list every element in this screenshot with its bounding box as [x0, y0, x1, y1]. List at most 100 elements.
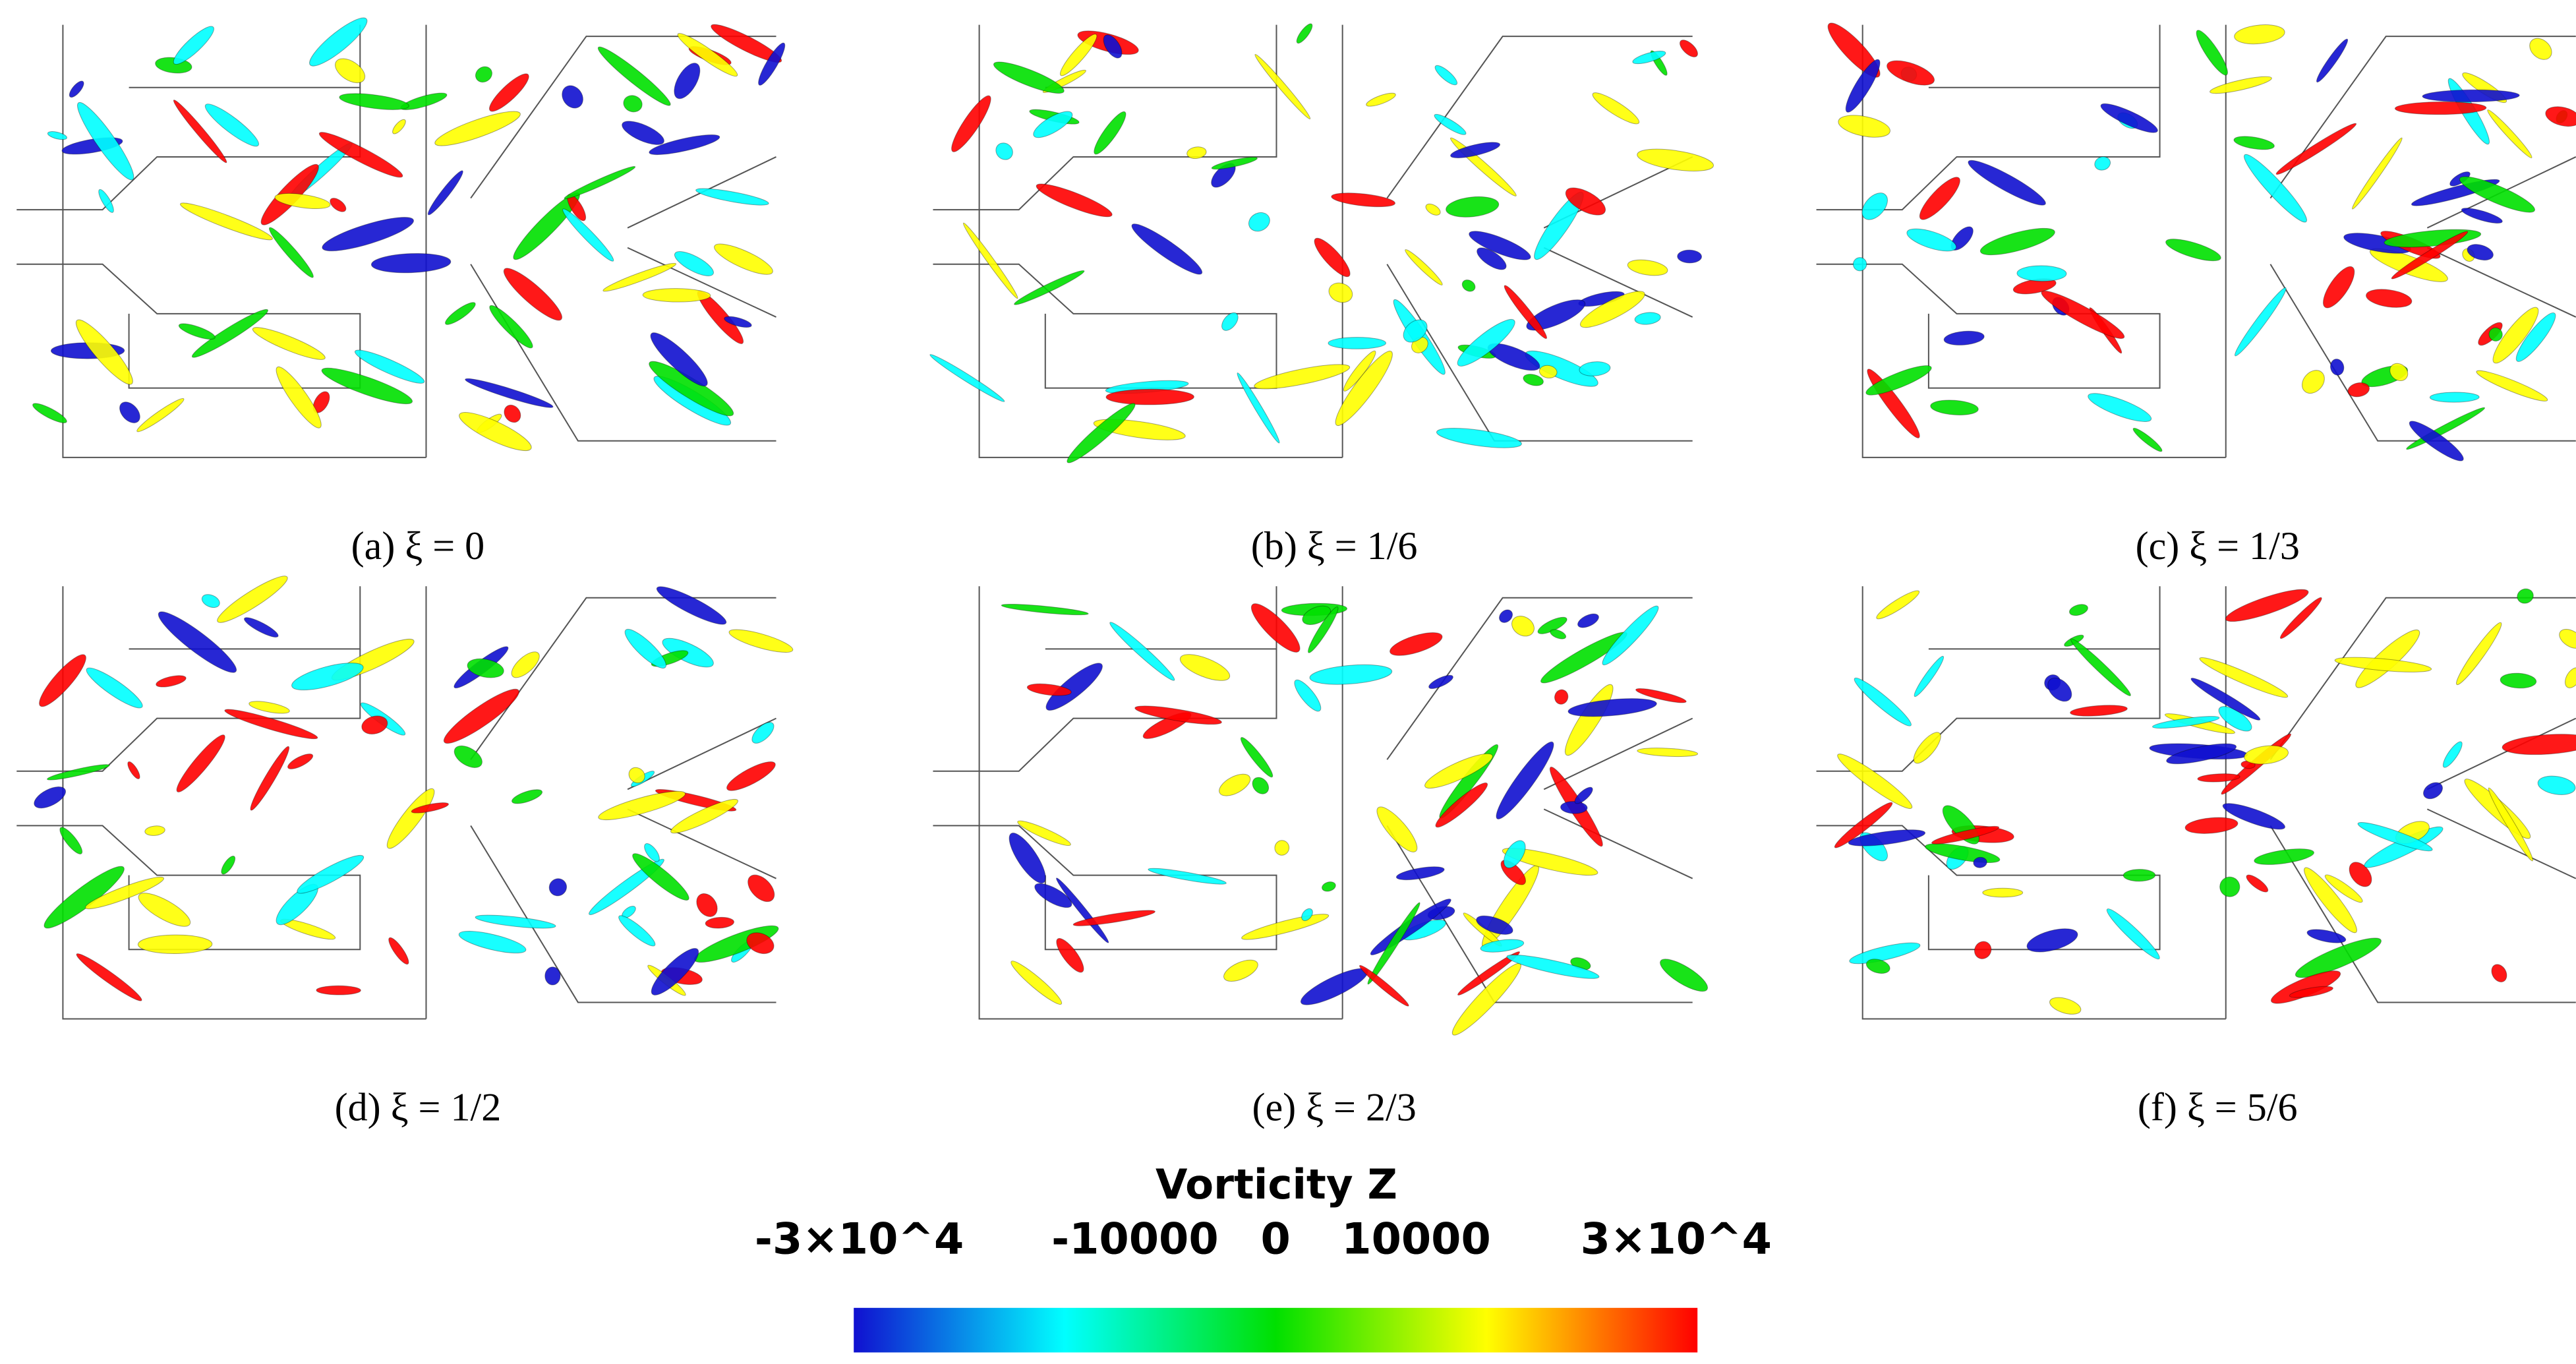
vortex-blob: [1223, 959, 1258, 982]
vortex-blob: [726, 761, 776, 791]
vortex-blob: [504, 404, 521, 423]
vortex-blob: [1635, 688, 1687, 703]
vortex-blob: [1930, 400, 1979, 415]
vortex-blob: [2352, 137, 2403, 210]
vortex-blob: [1499, 609, 1513, 623]
vortex-blob: [1837, 754, 1913, 809]
vortex-blob: [2218, 706, 2252, 732]
colorbar-tick-label: 0: [1261, 1215, 1291, 1264]
panel: [16, 17, 786, 458]
vortex-blob: [512, 789, 543, 804]
geometry-outline: [627, 247, 776, 318]
vortex-blob: [2488, 787, 2534, 862]
vortex-blob: [1919, 177, 1960, 220]
vortex-blob: [1301, 908, 1313, 922]
vortex-blob: [632, 853, 689, 901]
vortex-blob: [309, 17, 368, 67]
vortex-blob: [1395, 866, 1445, 881]
vortex-blob: [1974, 941, 1992, 959]
vortex-blob: [268, 227, 314, 278]
vortex-blob: [2442, 741, 2463, 768]
geometry-outline: [1543, 717, 1693, 790]
vortex-blob: [475, 914, 556, 929]
vortex-blob: [144, 825, 165, 836]
geometry-outline: [933, 87, 1277, 211]
vortex-blob: [1461, 280, 1476, 292]
vortex-blob: [1982, 887, 2024, 898]
vortex-blob: [2235, 287, 2287, 357]
vortex-blob: [1424, 753, 1493, 789]
vortex-blob: [1511, 616, 1535, 637]
vortex-blob: [1627, 259, 1668, 276]
vortex-blob: [951, 95, 991, 152]
vortex-blob: [2275, 123, 2357, 175]
geometry-outline: [2269, 825, 2576, 1003]
vortex-blob: [1072, 910, 1156, 926]
vortex-blob: [2244, 154, 2307, 223]
vortex-blob: [2517, 588, 2534, 604]
vortex-blob: [173, 100, 227, 163]
vortex-blob: [1390, 632, 1443, 656]
vortex-blob: [1476, 915, 1513, 935]
vortex-blob: [544, 966, 561, 986]
vortex-blob: [1331, 193, 1395, 208]
geometry-outline: [2426, 717, 2576, 790]
vortex-blob: [2244, 745, 2289, 765]
vortex-blob: [2323, 266, 2355, 309]
vortex-blob: [411, 802, 449, 814]
vortex-blob: [2122, 869, 2156, 882]
geometry-outline: [129, 24, 361, 88]
vortex-blob: [47, 764, 110, 781]
vortex-blob: [1241, 914, 1330, 940]
vortex-blob: [1834, 802, 1893, 848]
geometry-outline: [1045, 24, 1277, 88]
vortex-blob: [2409, 421, 2464, 461]
vortex-blob: [2529, 38, 2552, 60]
vortex-blob: [1677, 249, 1703, 264]
vortex-blob: [2349, 862, 2372, 887]
vortex-blob: [1221, 312, 1239, 331]
geometry-outline: [470, 825, 776, 1003]
vortex-blob: [728, 629, 794, 653]
vortex-blob: [2500, 672, 2537, 689]
vortex-blob: [1009, 833, 1046, 884]
vortex-blob: [47, 131, 68, 140]
vortex-blob: [751, 722, 775, 744]
geometry-outline: [978, 586, 1343, 1020]
vortex-blob: [1538, 365, 1558, 378]
panel: [933, 586, 1709, 1036]
vortex-blob: [618, 915, 656, 947]
geometry-outline: [1386, 597, 1693, 760]
vortex-blob: [1036, 183, 1113, 218]
vortex-blob: [2222, 803, 2285, 830]
vortex-blob: [1574, 786, 1593, 804]
vortex-blob: [2070, 638, 2131, 696]
vortex-blob: [1103, 34, 1123, 59]
vortex-blob: [2199, 657, 2289, 698]
vortex-blob: [297, 854, 365, 894]
vortex-blob: [1405, 249, 1443, 285]
vortex-blob: [747, 874, 775, 903]
vortex-blob: [84, 876, 165, 910]
geometry-outline: [1816, 649, 2161, 772]
vortex-blob: [2049, 997, 2082, 1015]
panel: [1816, 586, 2576, 1020]
vortex-blob: [244, 617, 279, 638]
vortex-blob: [2487, 109, 2532, 158]
vortex-blob: [217, 576, 288, 623]
vortex-blob: [2422, 89, 2520, 103]
geometry-outline: [2426, 808, 2576, 879]
vortex-blob: [1211, 156, 1258, 170]
geometry-outline: [1543, 247, 1693, 318]
geometry-outline: [933, 649, 1277, 772]
vortex-blob: [1845, 59, 1881, 113]
geometry-outline: [2426, 247, 2576, 318]
vortex-blob: [2088, 393, 2152, 422]
vortex-blob: [1550, 629, 1567, 639]
colorbar: [854, 1307, 1698, 1353]
vortex-blob: [1328, 337, 1386, 349]
vortex-blob: [622, 121, 664, 145]
vortex-blob: [1014, 270, 1085, 305]
vortex-blob: [1496, 741, 1554, 819]
vortex-blob: [467, 658, 504, 678]
